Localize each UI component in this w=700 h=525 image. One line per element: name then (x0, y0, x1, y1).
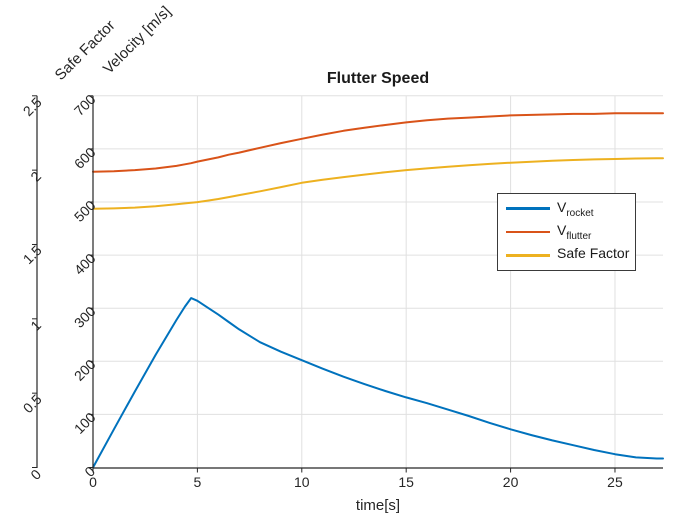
curve-v-rocket (92, 297, 664, 469)
legend-label: Vrocket (557, 198, 594, 219)
x-tick-label: 25 (607, 474, 623, 490)
legend-label: Safe Factor (557, 245, 630, 262)
x-tick-label: 10 (293, 474, 310, 490)
legend-item-safe-factor: Safe Factor (498, 244, 635, 267)
legend-line-sample-blue (506, 207, 550, 210)
curve-v-flutter (92, 112, 664, 173)
legend-line-sample-orange (506, 230, 550, 234)
x-tick-label: 15 (398, 474, 414, 490)
legend-line-sample-yellow (506, 254, 550, 257)
x-tick-label: 0 (89, 474, 97, 490)
legend-item-v-flutter: Vflutter (498, 220, 635, 243)
legend-label: Vflutter (557, 222, 592, 242)
legend-item-v-rocket: Vrocket (498, 197, 635, 220)
curve-safe-factor (92, 157, 664, 210)
chart-title: Flutter Speed (326, 70, 430, 87)
x-tick-label: 20 (502, 474, 519, 490)
x-axis-label: time[s] (355, 497, 401, 514)
legend: Vrocket Vflutter Safe Factor (497, 193, 636, 271)
x-tick-label: 5 (193, 474, 202, 490)
